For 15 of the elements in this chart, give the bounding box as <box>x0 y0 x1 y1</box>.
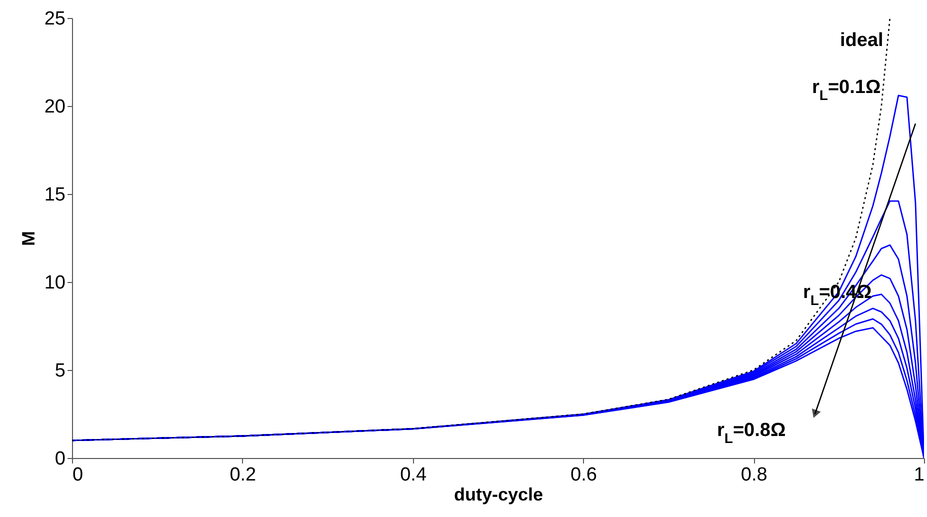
x-tick-label: 0.8 <box>740 464 768 486</box>
y-axis-title: M <box>18 231 38 246</box>
annotation: ideal <box>840 30 884 51</box>
y-tick-label: 25 <box>44 8 66 30</box>
x-tick-label: 1 <box>914 464 924 486</box>
x-tick-label: 0.4 <box>400 464 427 486</box>
y-tick-label: 20 <box>44 96 66 118</box>
x-tick-label: 0.2 <box>230 464 256 486</box>
x-tick-label: 0.6 <box>570 464 597 486</box>
y-tick-label: 0 <box>54 448 66 470</box>
x-tick-label: 0 <box>72 464 84 486</box>
y-tick-label: 10 <box>44 272 66 294</box>
y-tick-label: 15 <box>44 184 66 206</box>
x-axis-title: duty-cycle <box>454 484 544 504</box>
y-tick-label: 5 <box>54 360 66 382</box>
